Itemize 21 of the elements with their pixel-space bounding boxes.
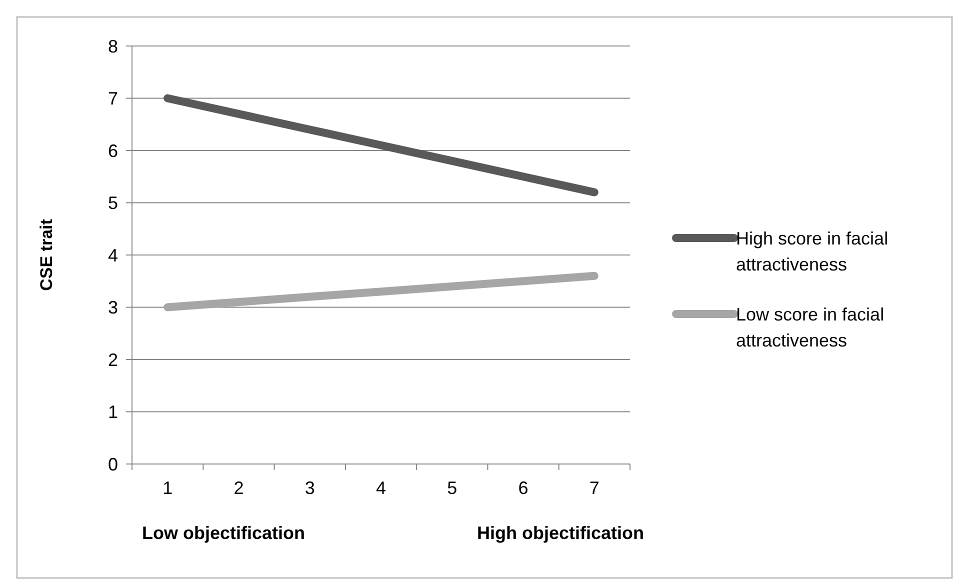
y-tick-label: 6	[108, 140, 118, 161]
x-tick-label: 5	[447, 478, 458, 498]
x-tick-label: 3	[304, 478, 315, 498]
x-tick-label: 4	[376, 478, 386, 498]
y-tick-label: 0	[108, 454, 118, 474]
y-tick-label: 1	[108, 402, 118, 422]
text: High objectification	[476, 523, 644, 543]
x-tick-label: 7	[589, 478, 600, 498]
text: Low objectification	[142, 523, 306, 543]
x-tick-label: 2	[234, 478, 244, 498]
y-tick-label: 5	[108, 193, 118, 214]
legend-label: High score in facial attractiveness	[736, 228, 888, 274]
y-axis-title: CSE trait	[37, 218, 56, 291]
y-tick-label: 8	[108, 36, 118, 56]
y-tick-label: 4	[108, 245, 118, 266]
y-tick-label: 3	[108, 298, 118, 318]
x-tick-label: 6	[518, 478, 528, 498]
y-tick-label: 2	[108, 350, 118, 370]
legend-label: Low score in facial attractiveness	[736, 304, 884, 350]
x-tick-label: 1	[162, 478, 173, 498]
y-tick-label: 7	[108, 88, 118, 109]
